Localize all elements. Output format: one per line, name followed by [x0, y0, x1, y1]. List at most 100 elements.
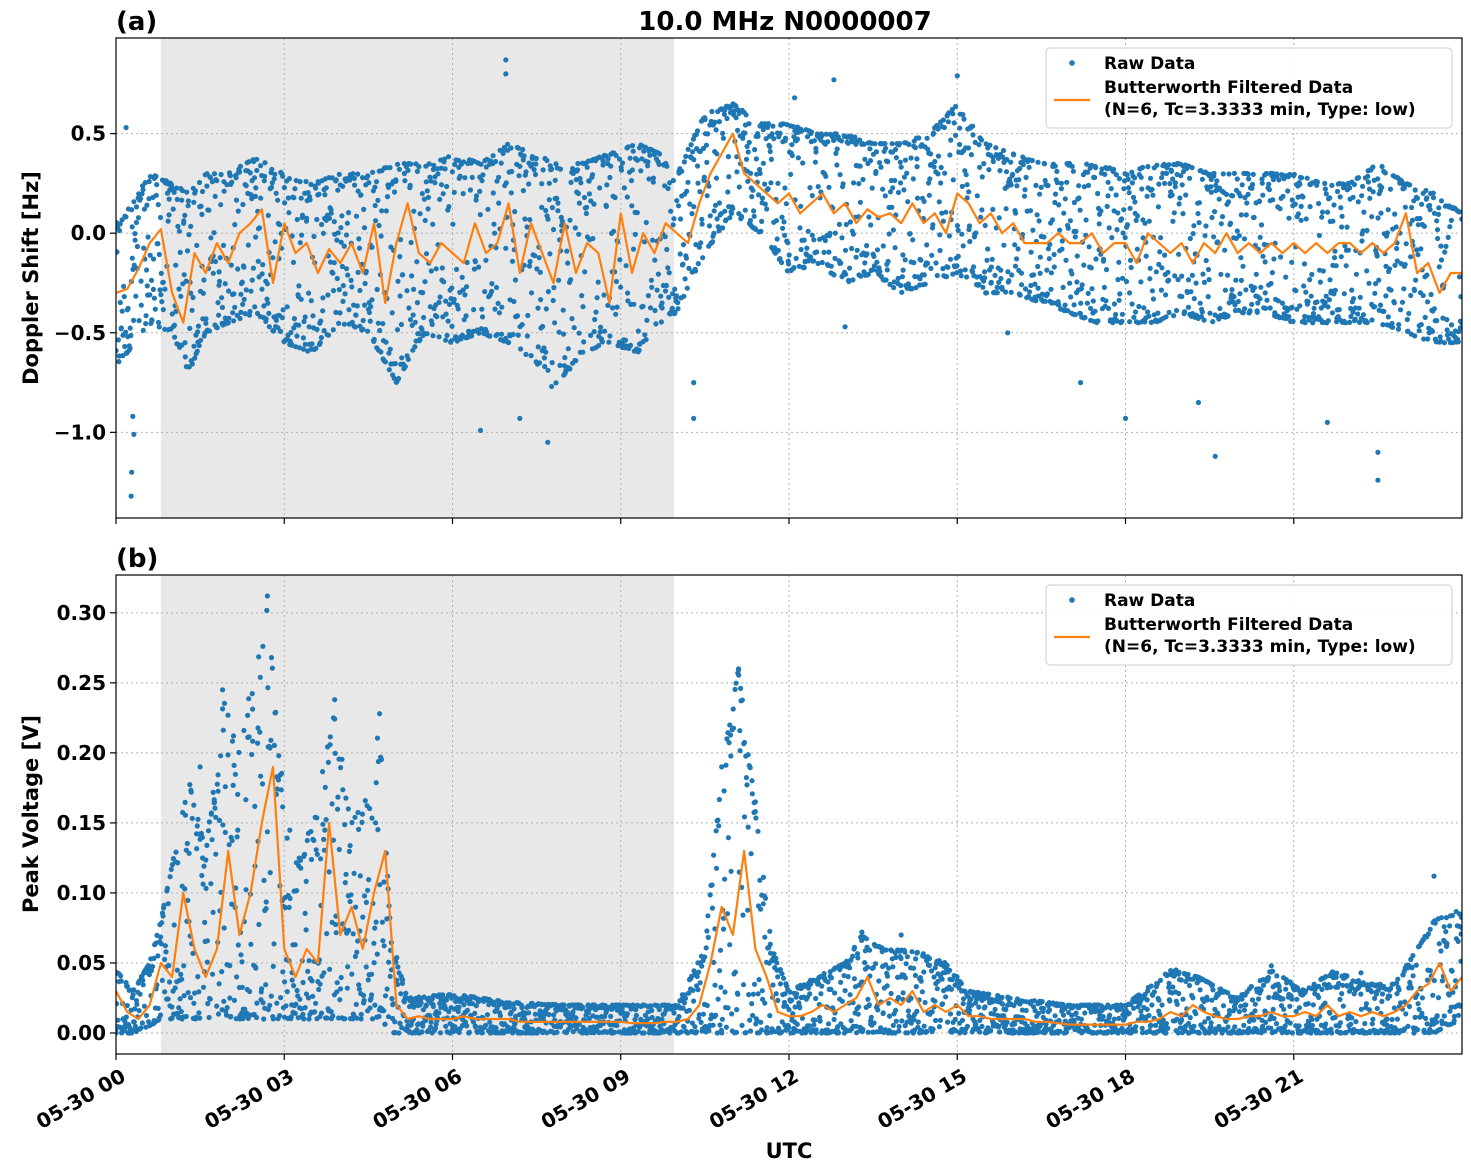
raw-data-point — [1456, 339, 1461, 344]
raw-data-point — [429, 268, 434, 273]
raw-data-point — [1380, 164, 1385, 169]
raw-data-point — [955, 223, 960, 228]
raw-data-point — [1087, 244, 1092, 249]
raw-data-point — [365, 888, 370, 893]
raw-data-point — [1258, 285, 1263, 290]
raw-data-point — [1224, 192, 1229, 197]
raw-data-point — [270, 666, 275, 671]
raw-data-point — [852, 945, 857, 950]
raw-data-point — [733, 687, 738, 692]
raw-data-point — [797, 225, 802, 230]
raw-data-point — [424, 1002, 429, 1007]
raw-data-point — [864, 243, 869, 248]
raw-data-point — [342, 322, 347, 327]
raw-data-point — [363, 281, 368, 286]
raw-data-point — [216, 789, 221, 794]
raw-data-point — [151, 287, 156, 292]
raw-data-point — [746, 121, 751, 126]
raw-data-point — [229, 263, 234, 268]
raw-data-point — [699, 217, 704, 222]
raw-data-point — [321, 837, 326, 842]
raw-data-point — [547, 197, 552, 202]
raw-data-point — [155, 241, 160, 246]
raw-data-point — [748, 765, 753, 770]
raw-data-point — [254, 157, 259, 162]
raw-data-point — [623, 338, 628, 343]
raw-data-point — [791, 265, 796, 270]
raw-data-point — [1127, 290, 1132, 295]
raw-data-point — [925, 136, 930, 141]
raw-data-point — [116, 359, 121, 364]
raw-data-point — [537, 360, 542, 365]
raw-data-point — [132, 1019, 137, 1024]
raw-data-point — [579, 293, 584, 298]
raw-data-point — [178, 972, 183, 977]
raw-data-point — [361, 993, 366, 998]
raw-data-point — [265, 829, 270, 834]
raw-data-point — [235, 792, 240, 797]
raw-data-point — [291, 983, 296, 988]
raw-data-point — [212, 171, 217, 176]
raw-data-point — [1317, 233, 1322, 238]
raw-data-point — [226, 316, 231, 321]
raw-data-point — [288, 896, 293, 901]
raw-data-point — [629, 203, 634, 208]
raw-data-point — [657, 1007, 662, 1012]
raw-data-point — [576, 232, 581, 237]
raw-data-point — [881, 1010, 886, 1015]
raw-data-point — [155, 953, 160, 958]
raw-data-point — [156, 202, 161, 207]
raw-data-point — [734, 169, 739, 174]
raw-data-point — [498, 1013, 503, 1018]
raw-data-point — [294, 333, 299, 338]
raw-data-point — [711, 1023, 716, 1028]
raw-data-point — [1001, 148, 1006, 153]
raw-data-point — [707, 223, 712, 228]
raw-data-point — [737, 728, 742, 733]
raw-data-point — [966, 145, 971, 150]
raw-data-point — [253, 194, 258, 199]
raw-data-point — [352, 176, 357, 181]
raw-data-point — [734, 115, 739, 120]
raw-data-point — [416, 164, 421, 169]
raw-data-point — [1424, 273, 1429, 278]
raw-data-point — [885, 159, 890, 164]
raw-data-point — [175, 224, 180, 229]
raw-data-point — [1375, 253, 1380, 258]
raw-data-point — [1188, 289, 1193, 294]
raw-data-point — [187, 326, 192, 331]
raw-data-point — [399, 355, 404, 360]
raw-data-point — [744, 782, 749, 787]
raw-data-point — [762, 1001, 767, 1006]
raw-data-point — [899, 290, 904, 295]
raw-data-point — [280, 969, 285, 974]
raw-data-point — [201, 291, 206, 296]
raw-data-point — [816, 184, 821, 189]
raw-data-outlier-point — [691, 380, 696, 385]
raw-data-point — [1059, 186, 1064, 191]
raw-data-point — [354, 950, 359, 955]
raw-data-point — [1092, 175, 1097, 180]
raw-data-point — [1238, 255, 1243, 260]
raw-data-point — [1432, 306, 1437, 311]
raw-data-point — [480, 172, 485, 177]
raw-data-point — [357, 288, 362, 293]
raw-data-point — [1038, 255, 1043, 260]
raw-data-point — [775, 998, 780, 1003]
raw-data-point — [150, 964, 155, 969]
raw-data-point — [903, 975, 908, 980]
raw-data-point — [728, 753, 733, 758]
raw-data-point — [1372, 304, 1377, 309]
raw-data-point — [1332, 255, 1337, 260]
raw-data-point — [558, 167, 563, 172]
raw-data-point — [268, 738, 273, 743]
raw-data-point — [1449, 218, 1454, 223]
raw-data-point — [173, 263, 178, 268]
raw-data-point — [353, 313, 358, 318]
raw-data-point — [695, 163, 700, 168]
raw-data-point — [520, 322, 525, 327]
raw-data-outlier-point — [691, 416, 696, 421]
raw-data-point — [424, 251, 429, 256]
raw-data-point — [1443, 244, 1448, 249]
raw-data-point — [1447, 224, 1452, 229]
